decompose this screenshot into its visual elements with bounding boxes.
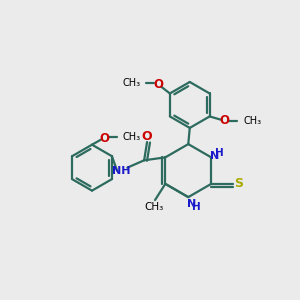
Text: CH₃: CH₃: [122, 78, 140, 88]
Text: O: O: [142, 130, 152, 143]
Text: O: O: [153, 78, 163, 91]
Text: CH₃: CH₃: [144, 202, 163, 212]
Text: NH: NH: [112, 166, 131, 176]
Text: N: N: [210, 151, 219, 161]
Text: CH₃: CH₃: [122, 132, 140, 142]
Text: O: O: [99, 132, 110, 145]
Text: CH₃: CH₃: [244, 116, 262, 126]
Text: S: S: [234, 177, 243, 190]
Text: H: H: [192, 202, 201, 212]
Text: H: H: [215, 148, 224, 158]
Text: O: O: [219, 114, 230, 127]
Text: N: N: [187, 199, 196, 208]
